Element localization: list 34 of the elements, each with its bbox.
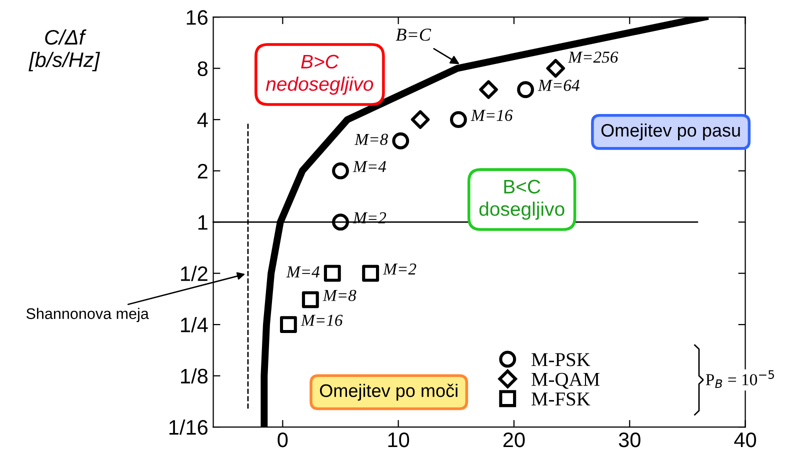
y-axis-title: C/Δf [b/s/Hz] — [28, 29, 100, 72]
annotation: M=8 — [322, 290, 356, 302]
legend-label: M-QAM — [532, 372, 600, 389]
y-tick-label: 1/4 — [181, 317, 208, 332]
annotation: M=16 — [300, 314, 343, 326]
annotation: B=C — [396, 28, 432, 41]
x-tick-label: 30 — [618, 432, 640, 448]
y-tick-label: 16 — [186, 10, 208, 25]
y-tick-label: 1 — [198, 215, 208, 230]
y-tick-label: 1/16 — [169, 420, 208, 435]
y-tick-label: 1/8 — [181, 368, 208, 384]
x-tick-label: 0 — [278, 432, 288, 448]
y-tick-label: 2 — [198, 164, 208, 178]
x-tick-label: 40 — [734, 432, 756, 448]
annotation: M=256 — [568, 52, 618, 63]
annotation: M=64 — [538, 80, 580, 92]
y-tick-label: 4 — [197, 112, 208, 128]
annotation: Omejitev po moči — [320, 384, 458, 401]
x-tick-label: 20 — [503, 432, 525, 448]
annotation: M=8 — [354, 134, 388, 146]
annotation: P$_{B}$ = 10$^{−5}$ — [706, 370, 774, 388]
legend-label: M-FSK — [532, 392, 590, 406]
x-tick-label: 10 — [388, 432, 410, 448]
annotation: M=16 — [470, 110, 513, 121]
legend-label: M-PSK — [532, 353, 590, 366]
annotation: B>C nedosegljivo — [266, 54, 374, 95]
annotation: Shannonova meja — [26, 308, 149, 322]
annotation: B<C dosegljivo — [479, 180, 564, 220]
y-tick-label: 8 — [198, 61, 208, 76]
annotation: M=4 — [352, 161, 386, 172]
annotation: M=2 — [382, 264, 416, 275]
y-tick-label: 1/2 — [181, 266, 208, 282]
annotation: Omejitev po pasu — [601, 123, 740, 140]
annotation: M=4 — [286, 266, 320, 278]
